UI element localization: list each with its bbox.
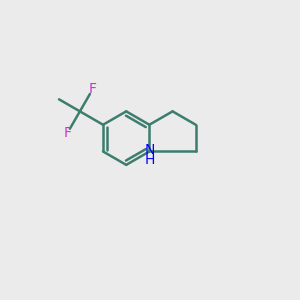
Text: F: F bbox=[88, 82, 97, 96]
Text: F: F bbox=[63, 126, 71, 140]
Text: H: H bbox=[144, 153, 154, 167]
Text: N: N bbox=[144, 143, 154, 157]
